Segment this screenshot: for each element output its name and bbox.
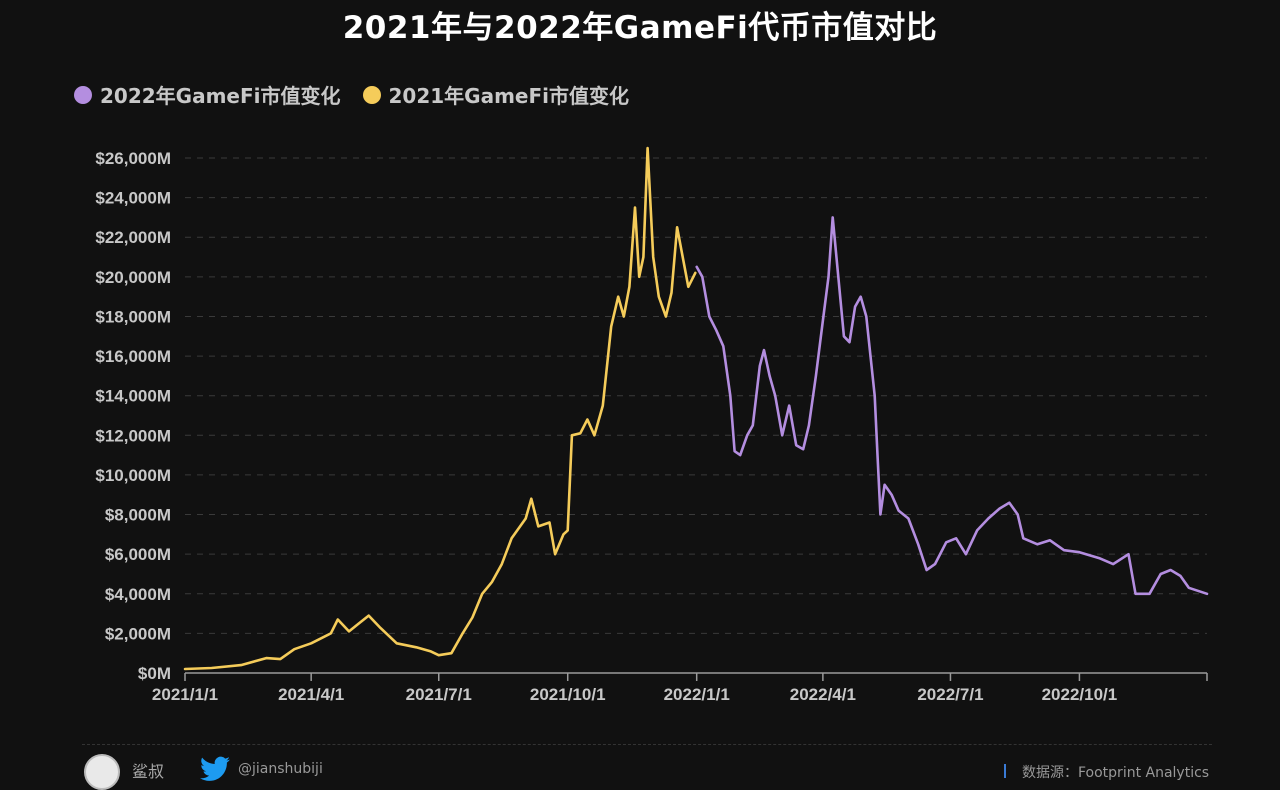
legend-label-2021: 2021年GameFi市值变化 — [388, 84, 630, 108]
legend-item-2021[interactable]: 2021年GameFi市值变化 — [362, 80, 630, 109]
y-tick-label: $24,000M — [95, 189, 171, 208]
data-source: 数据源：Footprint Analytics — [1022, 765, 1210, 781]
series-line-2022 — [695, 216, 1209, 596]
legend-item-2022[interactable]: 2022年GameFi市值变化 — [74, 80, 341, 109]
series-line-2021 — [183, 146, 697, 671]
y-tick-label: $4,000M — [105, 585, 171, 604]
y-tick-label: $20,000M — [95, 268, 171, 287]
y-tick-label: $8,000M — [105, 506, 171, 525]
x-tick-label: 2021/4/1 — [278, 685, 344, 704]
x-tick-label: 2021/7/1 — [406, 685, 472, 704]
x-tick-label: 2021/1/1 — [152, 685, 218, 704]
footer-divider — [82, 744, 1212, 745]
y-tick-label: $26,000M — [95, 149, 171, 168]
y-tick-label: $22,000M — [95, 228, 171, 247]
source-marker — [1004, 764, 1006, 778]
legend-swatch-2021 — [362, 85, 381, 104]
y-tick-label: $10,000M — [95, 466, 171, 485]
twitter-icon — [200, 756, 230, 781]
y-tick-label: $18,000M — [95, 307, 171, 326]
y-tick-label: $12,000M — [95, 426, 171, 445]
x-tick-label: 2022/10/1 — [1042, 685, 1118, 704]
y-tick-label: $0M — [138, 664, 171, 683]
twitter-handle[interactable]: @jianshubiji — [238, 761, 323, 777]
footer: 鲨叔 @jianshubiji 数据源：Footprint Analytics — [0, 744, 1280, 790]
x-tick-label: 2021/10/1 — [530, 685, 606, 704]
legend: 2022年GameFi市值变化 2021年GameFi市值变化 — [74, 80, 629, 109]
y-tick-label: $16,000M — [95, 347, 171, 366]
y-tick-label: $2,000M — [105, 624, 171, 643]
x-tick-label: 2022/7/1 — [917, 685, 983, 704]
avatar — [84, 754, 120, 790]
y-tick-label: $14,000M — [95, 387, 171, 406]
legend-swatch-2022 — [74, 85, 92, 104]
chart-title: 2021年与2022年GameFi代币市值对比 — [342, 10, 938, 46]
x-tick-label: 2022/1/1 — [664, 685, 730, 704]
legend-label-2022: 2022年GameFi市值变化 — [100, 84, 341, 108]
author-name: 鲨叔 — [132, 762, 165, 781]
line-chart: $0M $2,000M $4,000M $6,000M $8,000M $10,000M $… — [95, 146, 1209, 704]
x-tick-label: 2022/4/1 — [790, 685, 856, 704]
y-tick-label: $6,000M — [105, 545, 171, 564]
